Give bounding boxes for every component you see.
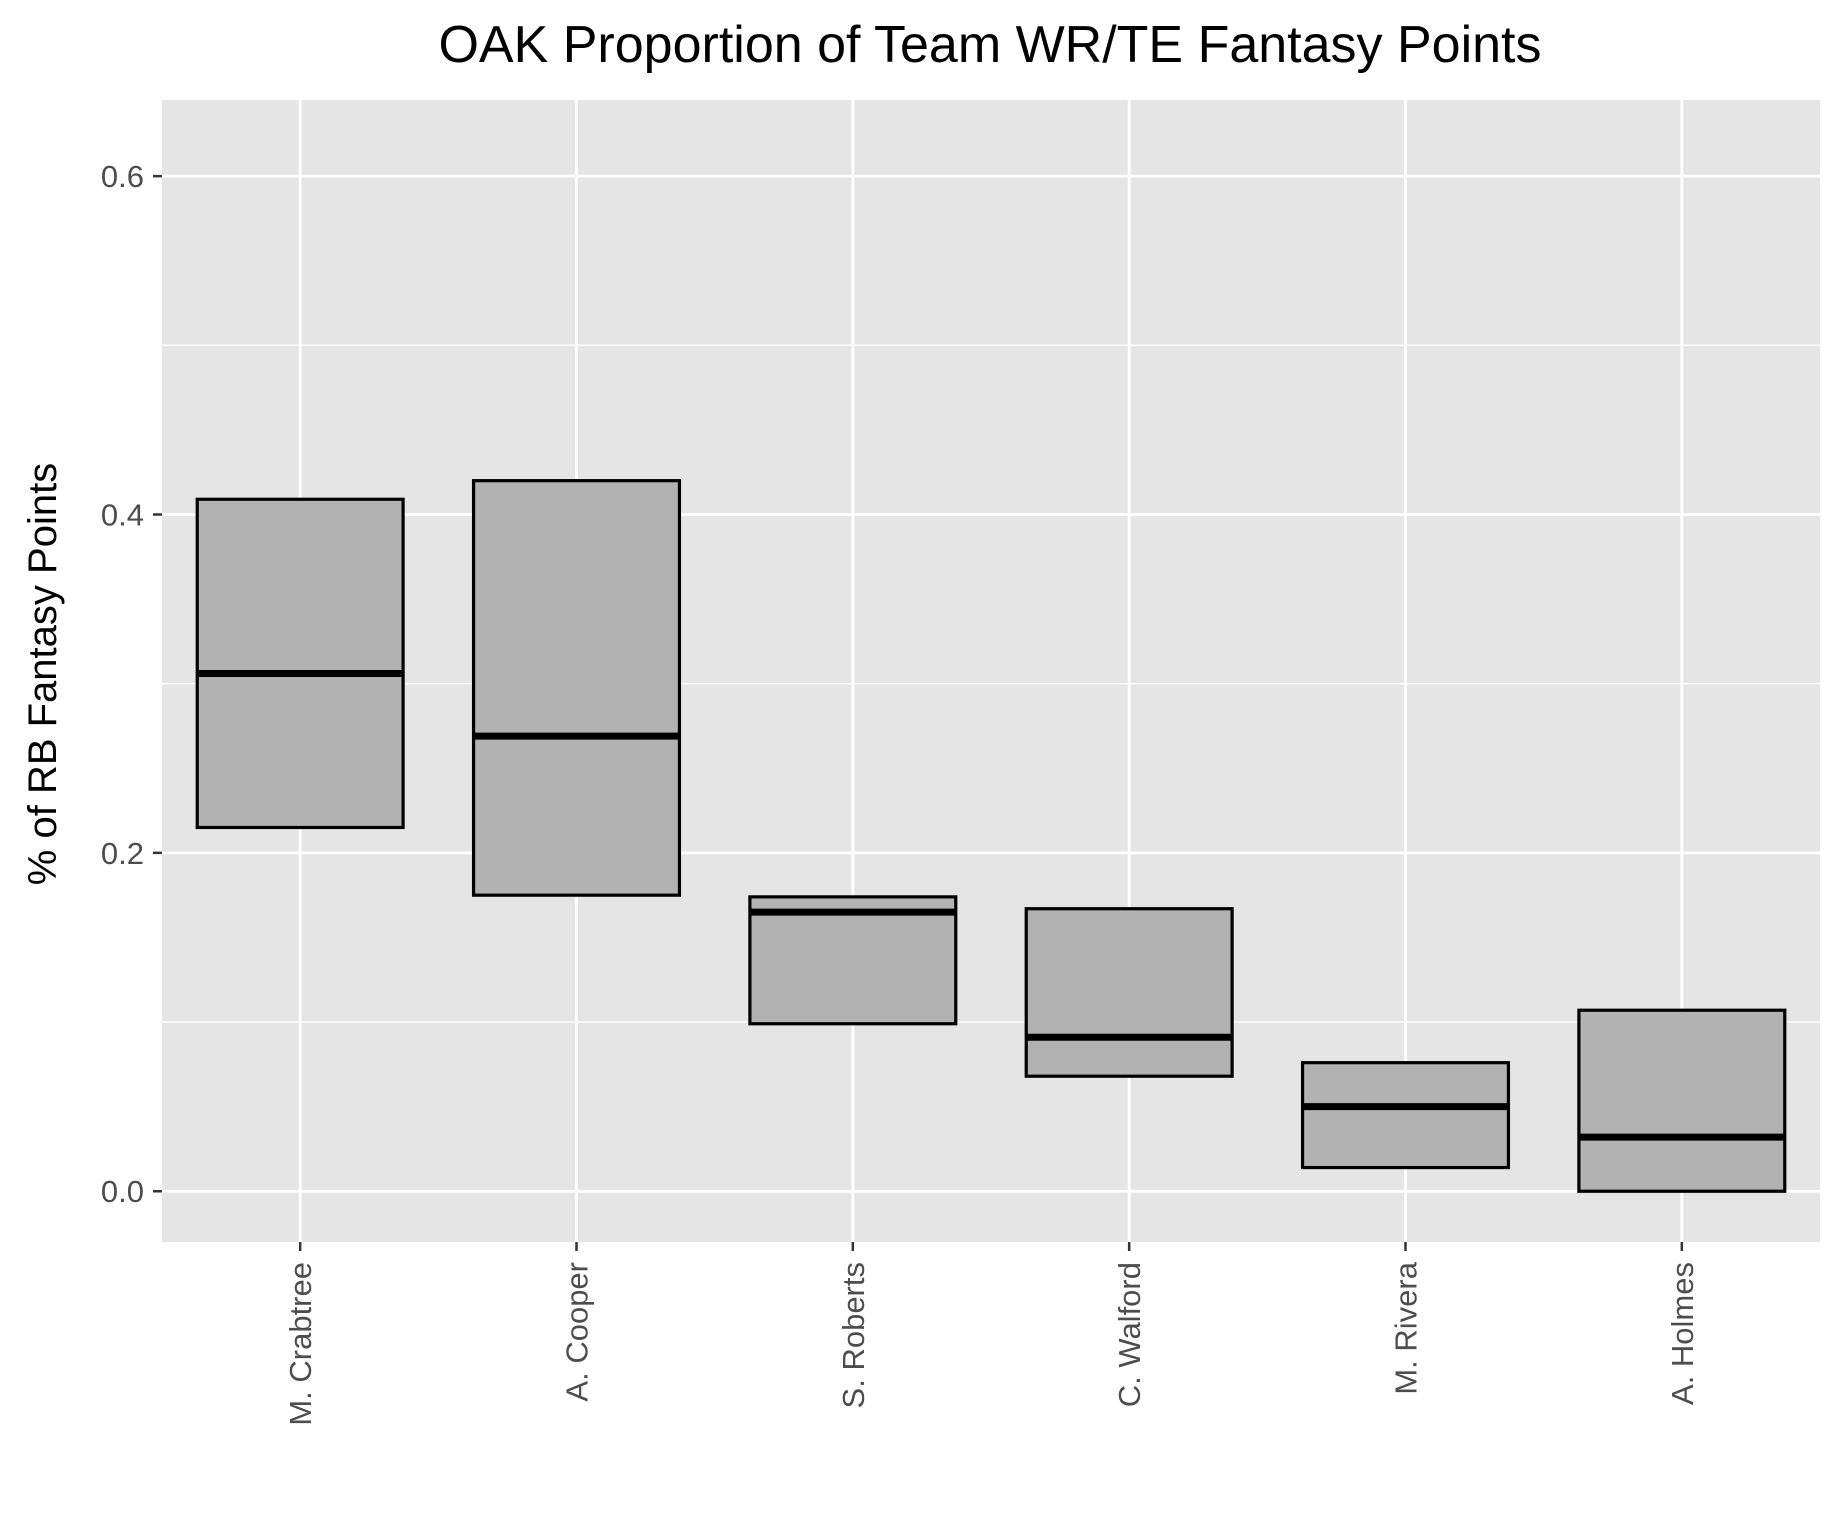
box-group <box>1024 907 1234 1078</box>
x-axis: M. Crabtree A. Cooper S. Roberts C. Walford… <box>283 1242 1700 1426</box>
box-group <box>1300 1061 1511 1170</box>
minor-gridlines <box>162 344 1820 1023</box>
chart-title: OAK Proportion of Team WR/TE Fantasy Poi… <box>438 16 1541 74</box>
box-rect <box>1300 1061 1511 1170</box>
x-tick-label: C. Walford <box>1112 1262 1147 1407</box>
box-group <box>748 895 958 1026</box>
x-tick-label: M. Rivera <box>1389 1261 1424 1394</box>
box-rect <box>471 479 682 897</box>
y-axis: 0.0 0.2 0.4 0.6 <box>101 159 162 1209</box>
y-tick-label: 0.4 <box>101 498 144 533</box>
y-tick-label: 0.0 <box>101 1174 144 1209</box>
y-tick-label: 0.2 <box>101 836 144 871</box>
box-group <box>1577 1008 1787 1193</box>
y-tick-label: 0.6 <box>101 159 144 194</box>
x-tick-label: A. Holmes <box>1665 1262 1700 1405</box>
box-rect <box>1024 907 1234 1078</box>
x-tick-label: A. Cooper <box>560 1262 595 1402</box>
x-tick-label: M. Crabtree <box>283 1262 318 1426</box>
box-rect <box>1577 1008 1787 1193</box>
plot-panel <box>162 100 1820 1242</box>
x-tick-label: S. Roberts <box>836 1262 871 1408</box>
box-group <box>195 497 405 830</box>
box-rect <box>748 895 958 1026</box>
y-axis-title: % of RB Fantasy Points <box>21 463 65 885</box>
box-rect <box>195 497 405 830</box>
box-group <box>471 479 682 897</box>
box-series <box>195 479 1787 1193</box>
